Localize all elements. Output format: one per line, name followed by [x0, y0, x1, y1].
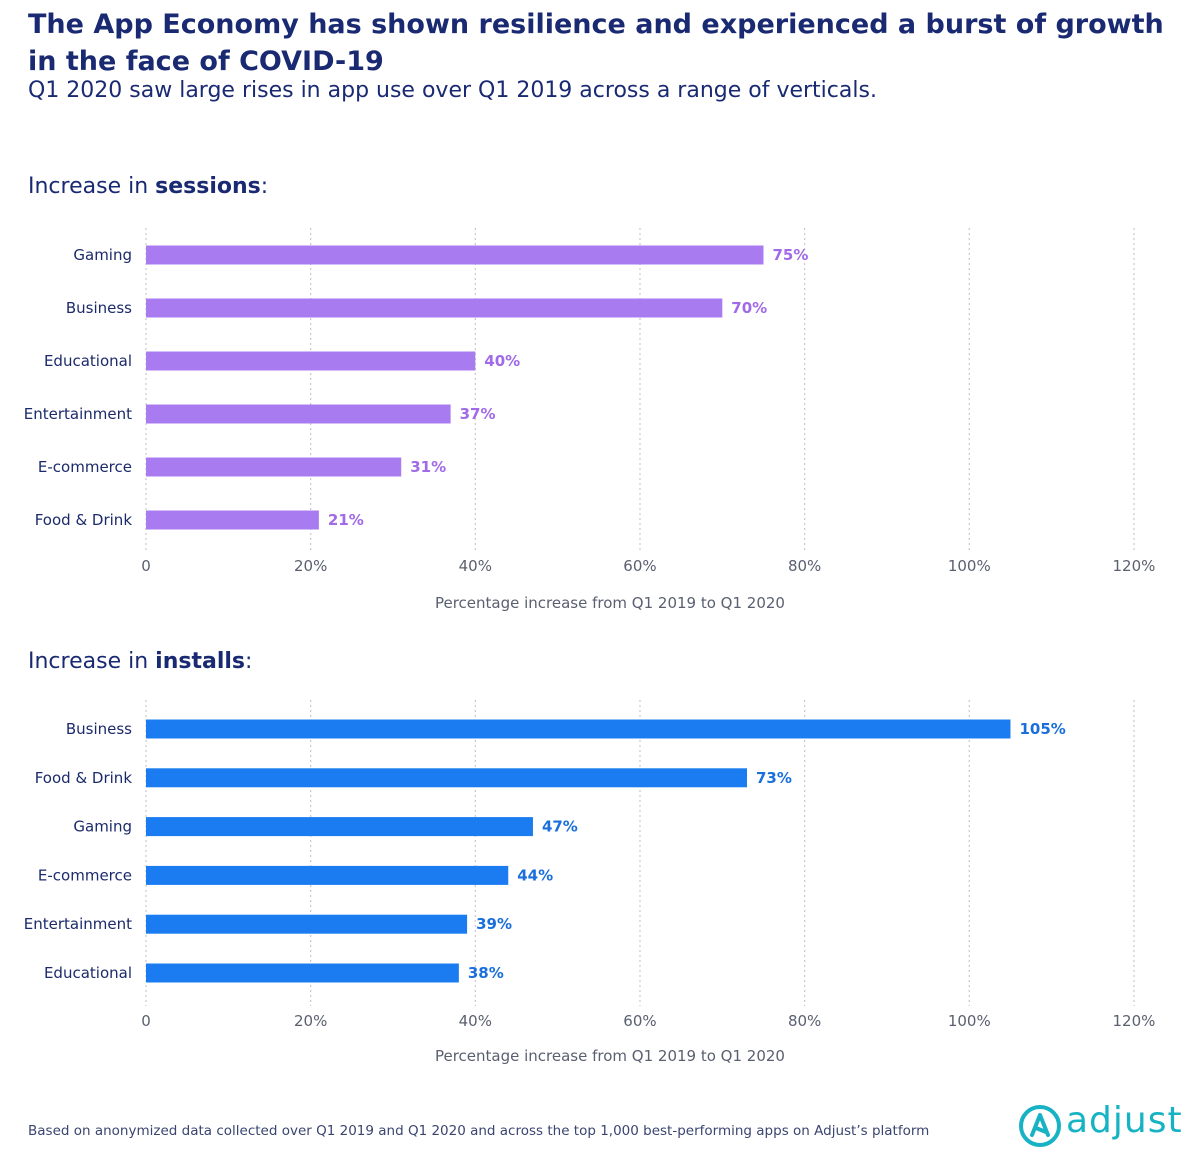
category-label: Gaming: [73, 246, 132, 264]
x-tick-label: 120%: [1113, 1012, 1156, 1030]
footnote: Based on anonymized data collected over …: [28, 1123, 930, 1139]
bar: [146, 404, 451, 424]
data-label: 105%: [1019, 720, 1065, 738]
category-label: Food & Drink: [35, 769, 133, 787]
sessions-heading-suffix: :: [260, 174, 269, 199]
category-label: E-commerce: [38, 866, 132, 884]
x-tick-label: 20%: [294, 557, 327, 575]
data-label: 44%: [517, 866, 553, 884]
installs-chart-svg: 0 20% 40% 60% 80% 100% 120% Business 105% Food & …: [24, 700, 1156, 1065]
data-label: 31%: [410, 458, 446, 476]
bar: [146, 351, 476, 371]
installs-heading-suffix: :: [245, 649, 253, 674]
data-label: 38%: [468, 964, 504, 982]
page-subtitle: Q1 2020 saw large rises in app use over …: [28, 78, 877, 103]
category-label: Educational: [44, 352, 132, 370]
x-tick-label: 100%: [948, 557, 991, 575]
installs-heading: Increase in installs:: [28, 649, 252, 674]
installs-chart: 0 20% 40% 60% 80% 100% 120% Business 105% Food & …: [0, 700, 1200, 1070]
x-tick-label: 60%: [623, 1012, 656, 1030]
data-label: 37%: [460, 405, 496, 423]
installs-heading-bold: installs: [155, 649, 245, 674]
data-label: 75%: [772, 246, 808, 264]
category-label: Entertainment: [24, 405, 132, 423]
x-tick-label: 80%: [788, 557, 821, 575]
adjust-logo-text: adjust: [1066, 1100, 1183, 1141]
x-tick-label: 0: [141, 557, 151, 575]
category-label: Entertainment: [24, 915, 132, 933]
page-title: The App Economy has shown resilience and…: [28, 9, 1164, 77]
x-tick-label: 40%: [459, 557, 492, 575]
bar: [146, 457, 402, 477]
x-tick-label: 40%: [459, 1012, 492, 1030]
x-axis-title: Percentage increase from Q1 2019 to Q1 2…: [435, 594, 785, 612]
bar: [146, 914, 468, 934]
category-label: Food & Drink: [35, 511, 133, 529]
data-label: 47%: [542, 818, 578, 836]
x-tick-label: 120%: [1113, 557, 1156, 575]
category-label: Educational: [44, 964, 132, 982]
category-label: E-commerce: [38, 458, 132, 476]
x-tick-label: 20%: [294, 1012, 327, 1030]
sessions-heading-prefix: Increase in: [28, 174, 156, 199]
bar: [146, 817, 533, 837]
bar: [146, 719, 1011, 739]
bar: [146, 963, 459, 983]
category-label: Gaming: [73, 818, 132, 836]
x-tick-label: 0: [141, 1012, 151, 1030]
x-tick-label: 80%: [788, 1012, 821, 1030]
data-label: 39%: [476, 915, 512, 933]
data-label: 21%: [328, 511, 364, 529]
data-label: 70%: [731, 299, 767, 317]
sessions-chart: 0 20% 40% 60% 80% 100% 120% Gaming 75% Business 70…: [0, 220, 1200, 620]
adjust-logo-icon: [1019, 1105, 1061, 1147]
bar: [146, 865, 509, 885]
bar: [146, 298, 723, 318]
installs-heading-prefix: Increase in: [28, 649, 156, 674]
bar: [146, 510, 319, 530]
x-tick-label: 100%: [948, 1012, 991, 1030]
bar: [146, 768, 748, 788]
x-axis-title: Percentage increase from Q1 2019 to Q1 2…: [435, 1047, 785, 1065]
sessions-heading-bold: sessions: [155, 174, 261, 199]
adjust-logo: adjust: [1018, 1100, 1182, 1152]
data-label: 40%: [484, 352, 520, 370]
category-label: Business: [66, 299, 132, 317]
bar: [146, 245, 764, 265]
sessions-heading: Increase in sessions:: [28, 174, 268, 199]
x-tick-label: 60%: [623, 557, 656, 575]
data-label: 73%: [756, 769, 792, 787]
category-label: Business: [66, 720, 132, 738]
sessions-chart-svg: 0 20% 40% 60% 80% 100% 120% Gaming 75% Business 70…: [24, 228, 1156, 612]
